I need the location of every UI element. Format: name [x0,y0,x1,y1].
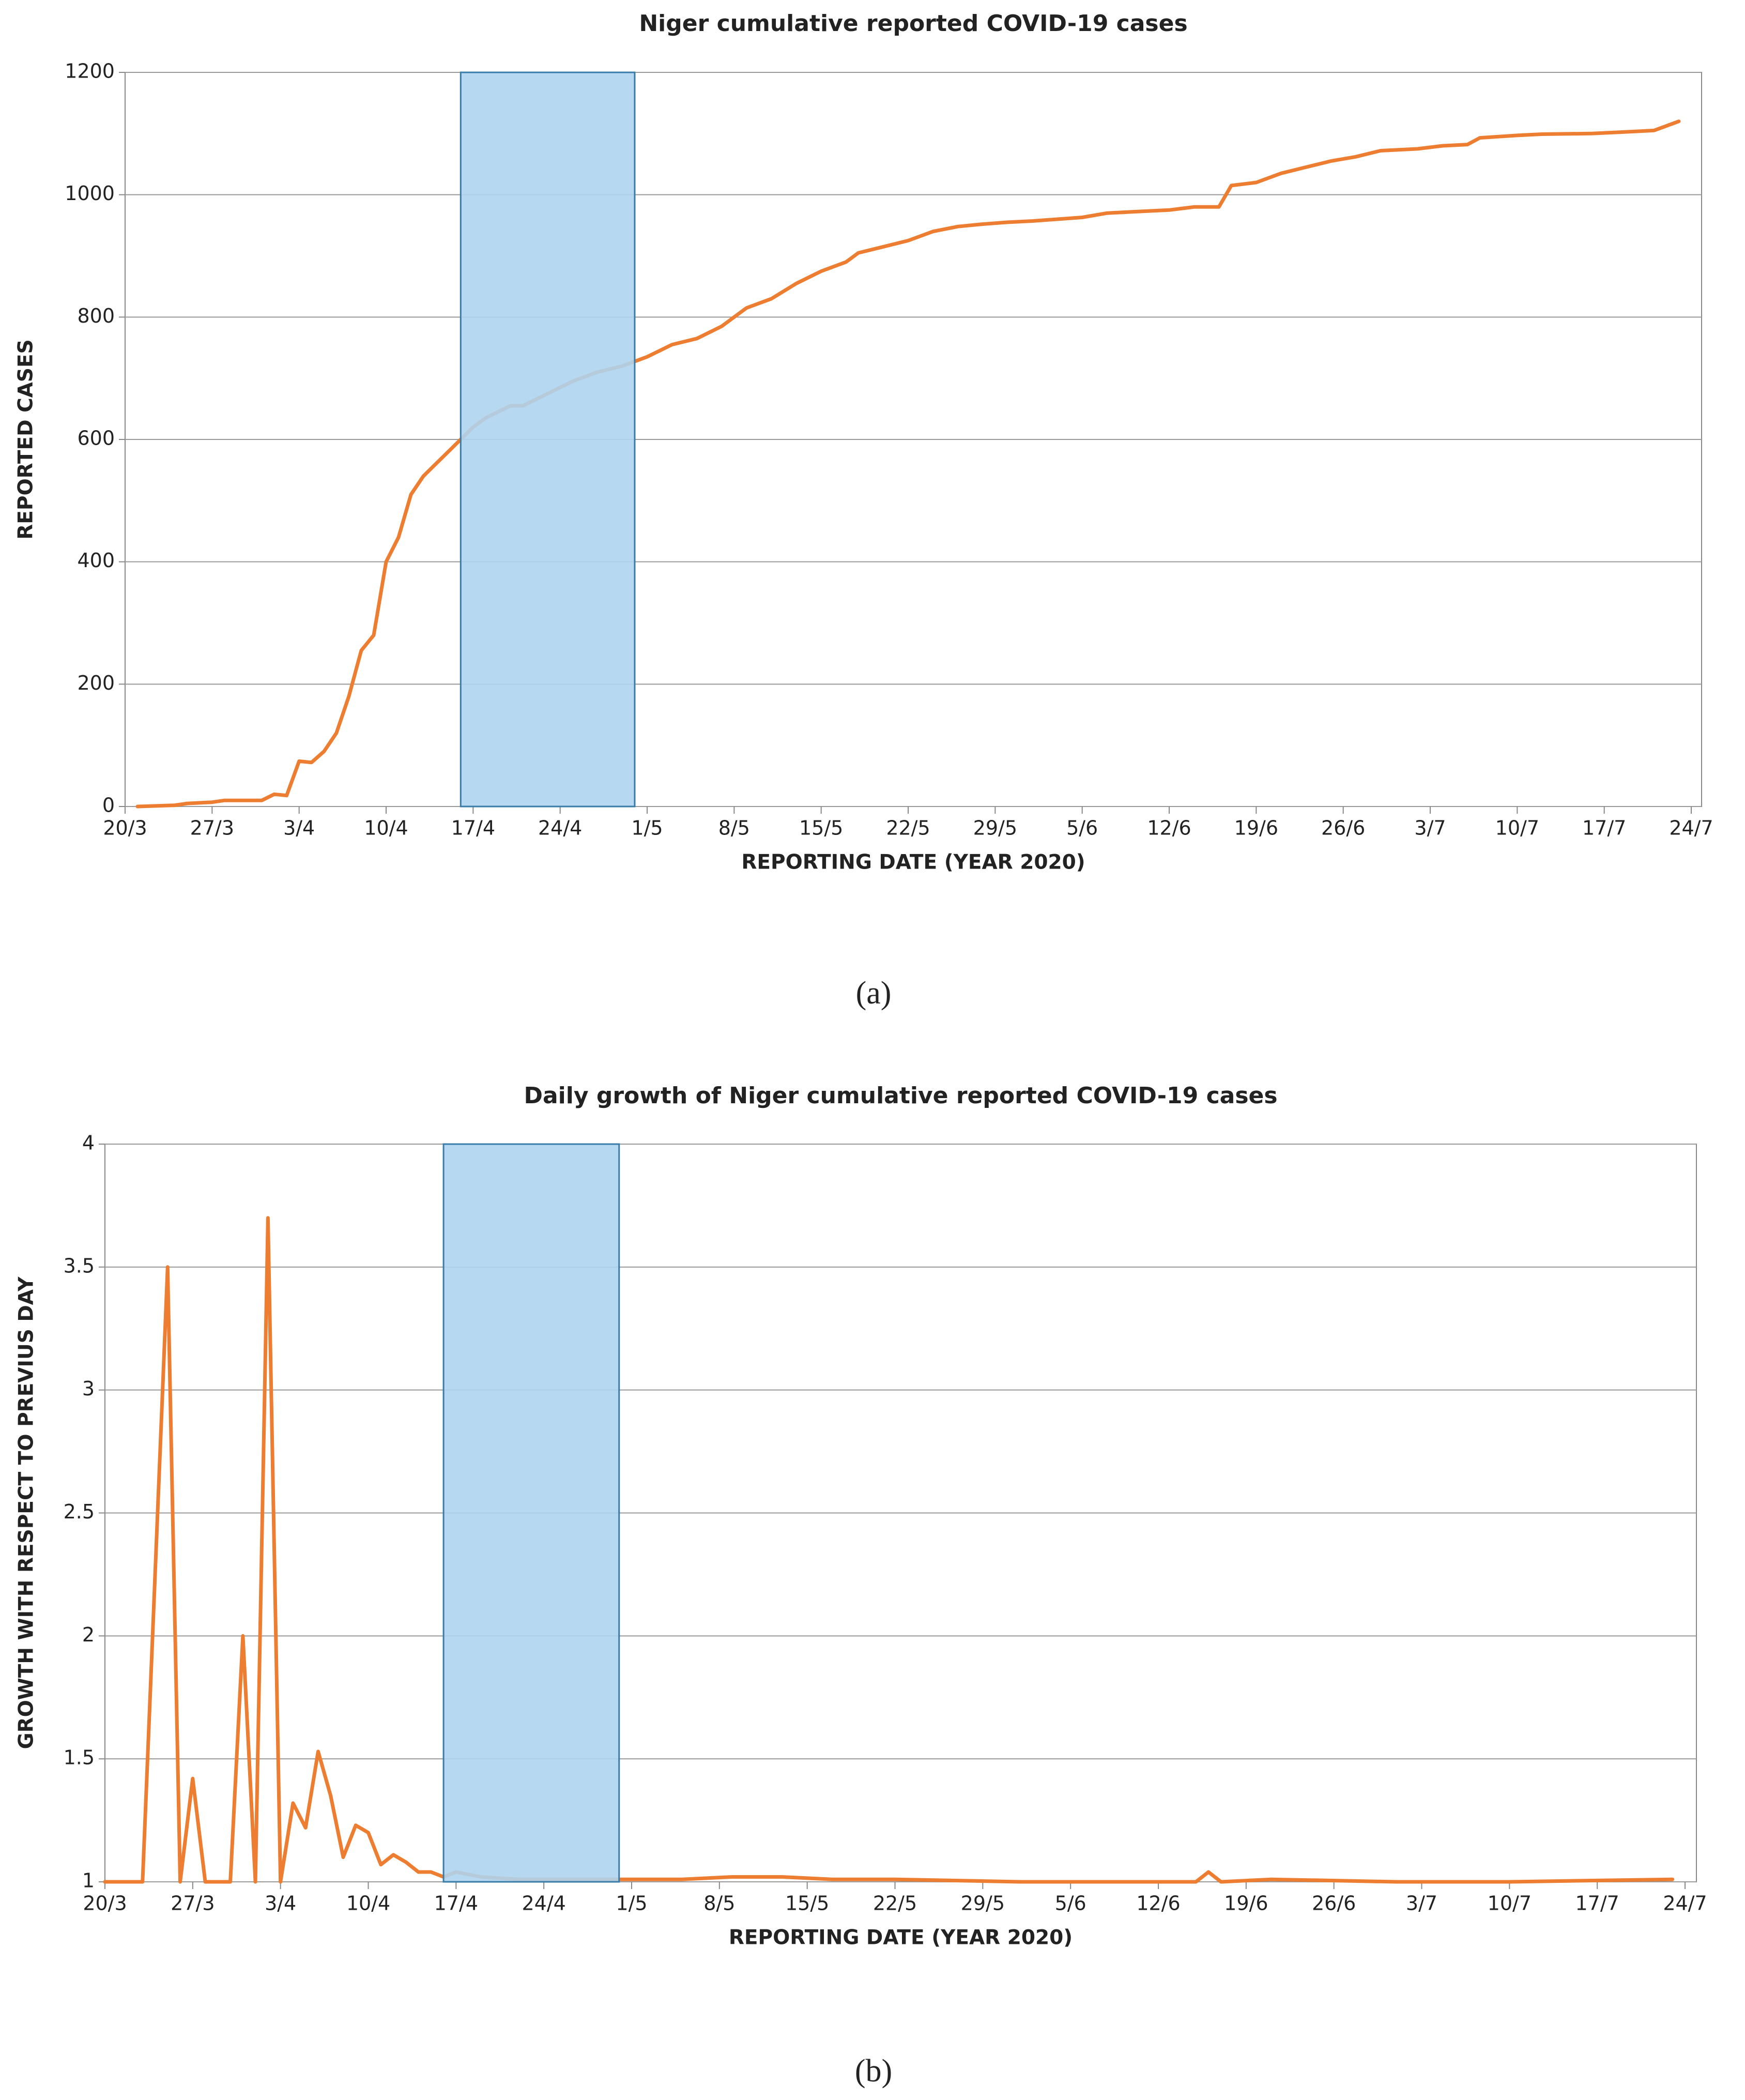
x-tick-label: 10/7 [1488,1892,1532,1915]
x-tick-label: 5/6 [1066,817,1098,840]
x-tick-label: 12/6 [1136,1892,1180,1915]
x-tick-label: 3/7 [1406,1892,1437,1915]
x-tick-label: 10/4 [346,1892,390,1915]
x-tick-label: 3/4 [265,1892,296,1915]
x-tick-label: 1/5 [616,1892,647,1915]
x-tick-label: 17/7 [1582,817,1626,840]
x-tick-label: 29/5 [973,817,1017,840]
x-tick-label: 24/7 [1663,1892,1707,1915]
y-tick-label: 4 [82,1132,95,1154]
x-axis-title: REPORTING DATE (YEAR 2020) [729,1926,1073,1950]
data-line [103,1216,1675,1884]
y-tick-label: 2 [82,1623,95,1646]
y-tick-label: 3 [82,1377,95,1400]
y-tick-label: 1.5 [64,1746,95,1769]
y-tick-label: 200 [77,672,115,694]
x-tick-label: 17/7 [1575,1892,1619,1915]
x-tick-label: 19/6 [1234,817,1278,840]
x-tick-label: 3/4 [283,817,315,840]
x-tick-label: 12/6 [1147,817,1191,840]
y-axis-title: GROWTH WITH RESPECT TO PREVIUS DAY [15,1276,38,1749]
x-tick-label: 20/3 [83,1892,127,1915]
y-tick-label: 1200 [65,60,115,83]
x-tick-label: 19/6 [1224,1892,1268,1915]
panel-caption: (b) [855,2053,892,2089]
x-tick-label: 1/5 [631,817,663,840]
highlight-region [442,1143,620,1883]
x-tick-label: 24/4 [522,1892,565,1915]
x-tick-label: 22/5 [873,1892,917,1915]
x-tick-label: 8/5 [703,1892,735,1915]
x-tick-label: 24/4 [538,817,582,840]
panel-caption: (a) [856,976,892,1011]
highlight-region [460,71,636,808]
chart-title: Daily growth of Niger cumulative reporte… [524,1083,1277,1109]
x-tick-label: 27/3 [190,817,234,840]
data-line [135,119,1681,809]
y-tick-label: 1000 [65,182,115,205]
x-tick-label: 5/6 [1055,1892,1086,1915]
y-axis-title: REPORTED CASES [14,339,38,540]
chart: Niger cumulative reported COVID-19 cases… [14,10,1713,1011]
x-tick-label: 8/5 [718,817,750,840]
x-tick-label: 17/4 [451,817,495,840]
x-tick-label: 29/5 [961,1892,1005,1915]
x-tick-label: 26/6 [1321,817,1365,840]
x-tick-label: 26/6 [1312,1892,1356,1915]
x-tick-label: 10/7 [1495,817,1539,840]
x-tick-label: 22/5 [886,817,930,840]
x-tick-label: 17/4 [434,1892,478,1915]
x-tick-label: 27/3 [171,1892,215,1915]
y-tick-label: 0 [102,794,115,817]
x-tick-label: 15/5 [799,817,843,840]
y-tick-label: 3.5 [64,1254,95,1277]
x-tick-label: 10/4 [364,817,408,840]
y-tick-label: 2.5 [64,1500,95,1523]
y-tick-label: 800 [77,305,115,327]
chart-title: Niger cumulative reported COVID-19 cases [639,10,1187,37]
x-tick-label: 20/3 [103,817,147,840]
x-tick-label: 3/7 [1414,817,1446,840]
y-tick-label: 1 [82,1869,95,1892]
chart: Daily growth of Niger cumulative reporte… [15,1083,1707,2089]
x-tick-label: 24/7 [1669,817,1713,840]
x-tick-label: 15/5 [785,1892,829,1915]
y-tick-label: 600 [77,427,115,450]
x-axis-title: REPORTING DATE (YEAR 2020) [741,851,1085,874]
y-tick-label: 400 [77,549,115,572]
